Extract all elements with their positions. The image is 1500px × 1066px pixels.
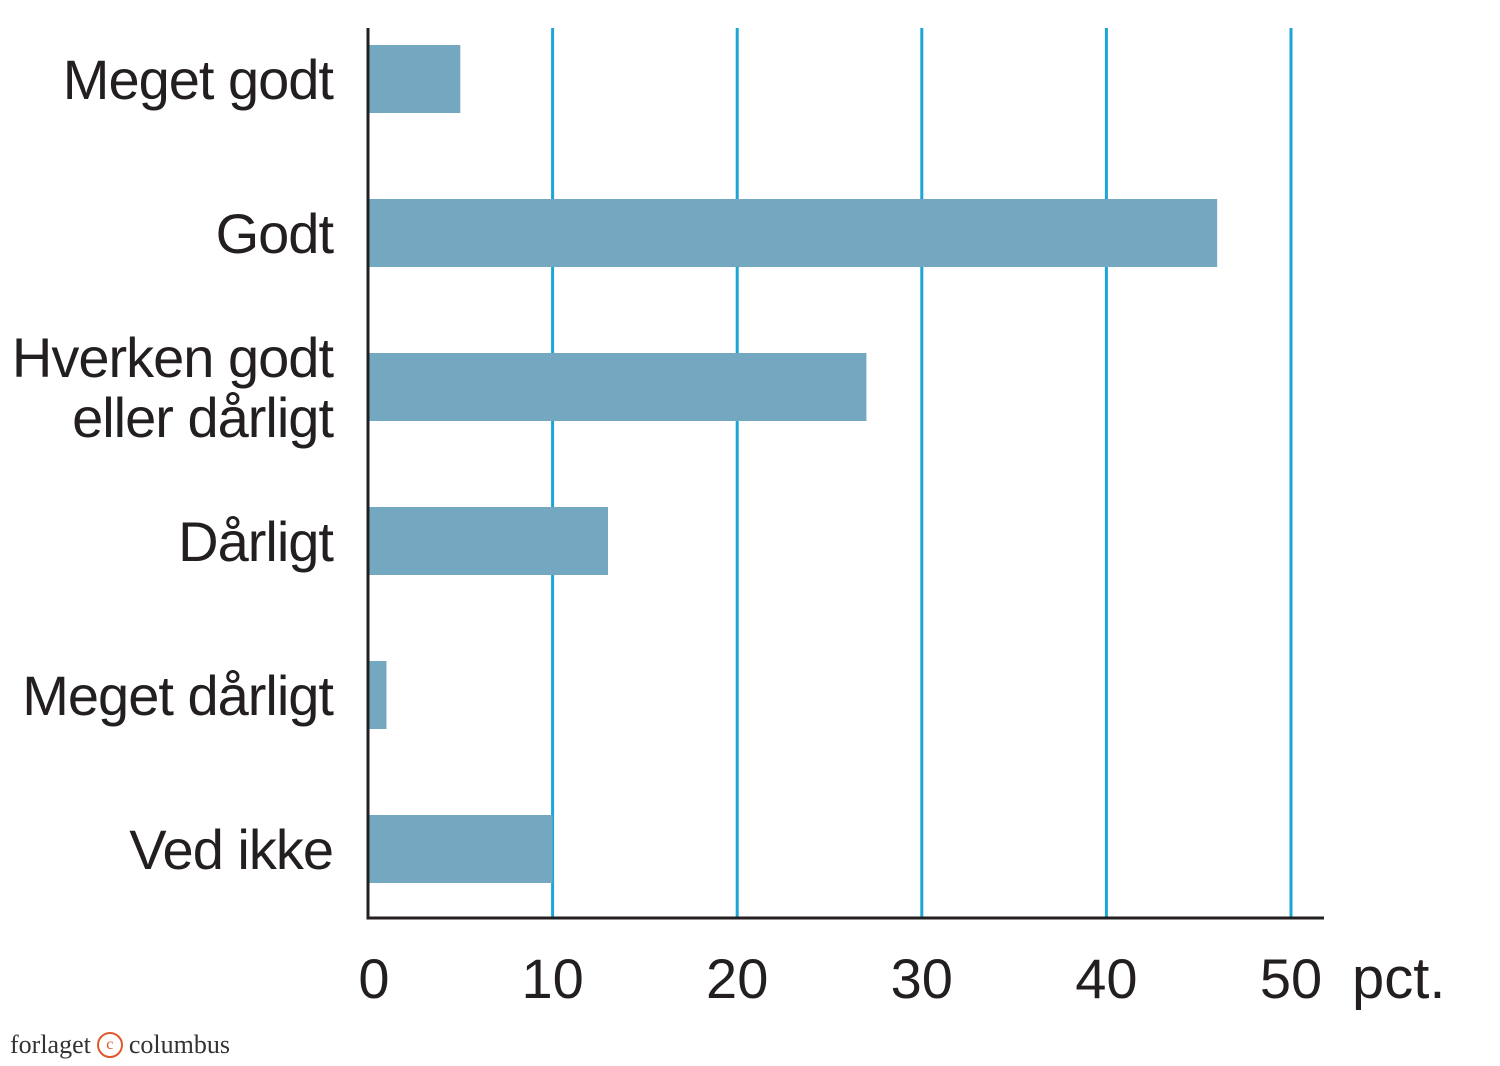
x-tick-label-30: 30 [891,947,953,1010]
x-tick-label-40: 40 [1075,947,1137,1010]
x-tick-label-10: 10 [521,947,583,1010]
category-label-5: Ved ikke [129,818,333,881]
grid-lines [551,28,1293,918]
bar-3 [368,507,608,575]
x-axis-unit-label: pct. [1352,946,1446,1011]
axes [366,28,1324,920]
x-tick-label-0: 0 [358,947,389,1010]
category-label-2-line-1: eller dårligt [72,386,334,449]
bar-0 [368,45,461,113]
bar-2 [368,353,867,421]
tick-labels: 0 10 20 30 40 50 [358,947,1322,1010]
category-label-2-line-0: Hverken godt [12,326,335,389]
bar-1 [368,199,1218,267]
copyright-circle-icon: c [96,1032,123,1058]
bar-5 [368,815,553,883]
x-tick-label-50: 50 [1260,947,1322,1010]
brand-left-text: forlaget [10,1030,91,1059]
publisher-logo: forlaget c columbus [10,1030,230,1060]
category-label-0: Meget godt [63,48,335,111]
x-tick-label-20: 20 [706,947,768,1010]
brand-right-text: columbus [128,1030,230,1059]
category-label-3: Dårligt [178,510,334,573]
category-label-4: Meget dårligt [22,664,334,727]
bars [368,45,1218,883]
category-label-1: Godt [216,202,335,265]
bar-4 [368,661,387,729]
